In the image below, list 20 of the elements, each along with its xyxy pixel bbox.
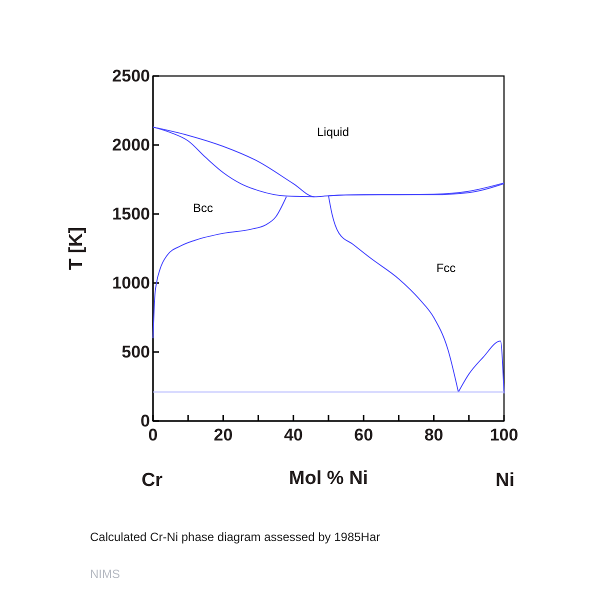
text: NIMS bbox=[90, 567, 120, 581]
x-tick-label: 100 bbox=[490, 425, 518, 444]
x-tick-label: 60 bbox=[354, 425, 374, 444]
text: Ni bbox=[496, 470, 514, 491]
annotation: Liquid bbox=[316, 125, 350, 139]
annotation: Fcc bbox=[436, 261, 456, 275]
y-axis-title: T [K] bbox=[66, 226, 87, 270]
y-tick-label: 2500 bbox=[112, 66, 150, 86]
annotation: Bcc bbox=[192, 201, 214, 215]
y-tick-label: 500 bbox=[122, 342, 150, 362]
x-axis-title: Mol % Ni bbox=[288, 468, 368, 489]
x-tick-label: 80 bbox=[424, 425, 444, 444]
y-tick-label: 1000 bbox=[112, 273, 150, 292]
text: Cr bbox=[141, 470, 164, 491]
y-tick-label: 2000 bbox=[112, 135, 150, 154]
y-tick-label: 0 bbox=[140, 411, 150, 430]
x-tick-label: 40 bbox=[284, 425, 303, 444]
y-tick-label: 1500 bbox=[112, 204, 150, 224]
text: Calculated Cr-Ni phase diagram assessed by 1985Har bbox=[90, 530, 380, 544]
x-tick-label: 20 bbox=[214, 425, 233, 444]
